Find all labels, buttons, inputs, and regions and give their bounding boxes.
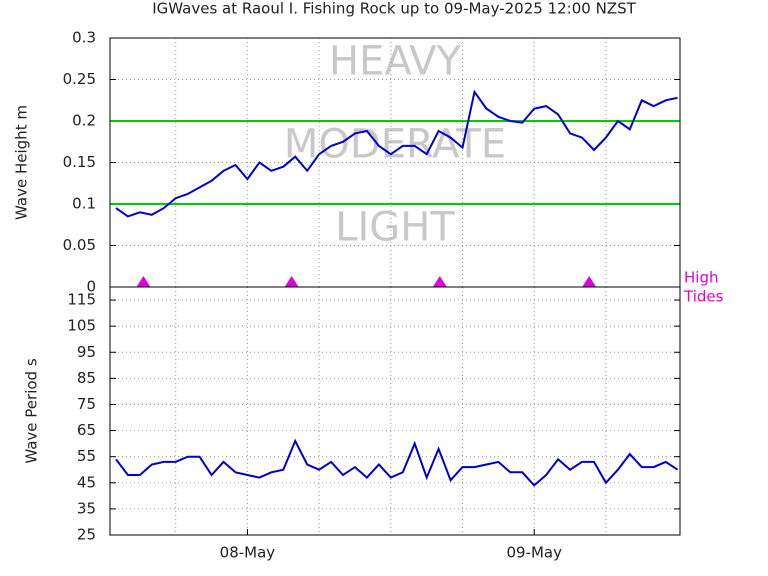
y-tick-label: 0.25 — [63, 70, 96, 88]
chart-title: IGWaves at Raoul I. Fishing Rock up to 0… — [152, 0, 636, 18]
y-tick-label: 45 — [77, 473, 96, 491]
y-tick-label: 75 — [77, 395, 96, 413]
data-line — [115, 89, 678, 218]
y-tick-label: 105 — [67, 317, 96, 335]
x-tick-label: 08-May — [220, 544, 276, 562]
y-tick-label: 25 — [77, 526, 96, 544]
y-tick-label: 65 — [77, 421, 96, 439]
zone-label: MODERATE — [284, 122, 506, 168]
y-tick-label: 0 — [86, 278, 96, 296]
y-tick-label: 0.1 — [72, 195, 96, 213]
y-tick-label: 35 — [77, 499, 96, 517]
data-line — [115, 438, 679, 487]
tide-label: Tides — [683, 288, 724, 306]
y-tick-label: 115 — [67, 291, 96, 309]
zone-label: HEAVY — [329, 39, 462, 85]
y-tick-label: 0.15 — [63, 153, 96, 171]
y-axis-label: Wave Period s — [23, 358, 41, 463]
y-tick-label: 0.05 — [63, 236, 96, 254]
y-tick-label: 55 — [77, 447, 96, 465]
tide-marker — [284, 276, 299, 287]
y-axis-label: Wave Height m — [13, 105, 31, 220]
plot-frame — [109, 286, 681, 536]
x-tick-label: 09-May — [506, 544, 562, 562]
tide-marker — [136, 276, 151, 287]
y-tick-label: 85 — [77, 369, 96, 387]
tide-marker — [432, 276, 447, 287]
y-tick-label: 0.2 — [72, 112, 96, 130]
y-tick-label: 95 — [77, 343, 96, 361]
zone-label: LIGHT — [335, 205, 455, 251]
tide-label: High — [684, 269, 718, 287]
y-tick-label: 0.3 — [72, 29, 96, 47]
tide-marker — [582, 276, 597, 287]
